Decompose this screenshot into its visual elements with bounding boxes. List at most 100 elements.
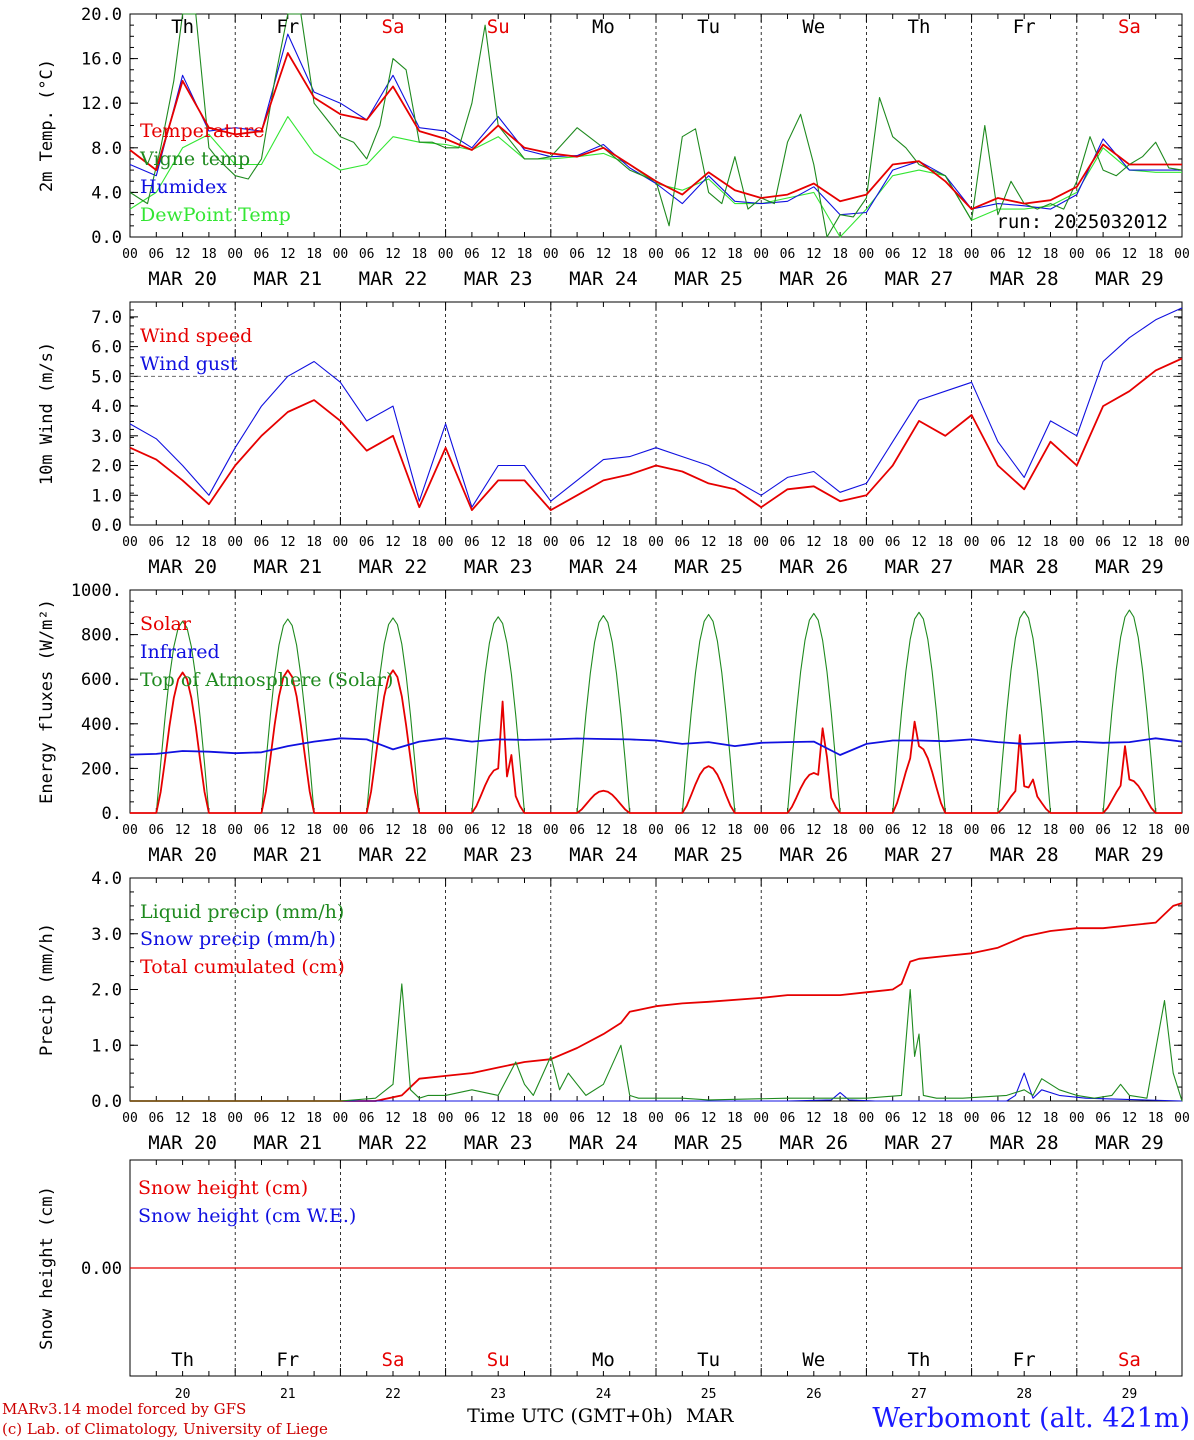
hour-tick-label: 00	[859, 823, 875, 838]
date-label: MAR 27	[885, 1132, 954, 1154]
hour-tick-label: 18	[622, 535, 638, 550]
hour-tick-label: 12	[175, 247, 191, 262]
hour-tick-label: 12	[385, 535, 401, 550]
hour-tick-label: 18	[937, 535, 953, 550]
hour-tick-label: 18	[1148, 535, 1164, 550]
hour-tick-label: 12	[911, 1111, 927, 1126]
hour-tick-label: 12	[175, 823, 191, 838]
hour-tick-label: 00	[964, 535, 980, 550]
y-tick-label: 600.	[81, 670, 122, 690]
hour-tick-label: 00	[122, 823, 138, 838]
hour-tick-label: 18	[1148, 1111, 1164, 1126]
y-axis-label: Precip (mm/h)	[37, 923, 57, 1056]
y-tick-label: 3.0	[91, 925, 122, 945]
legend-entry: Snow height (cm)	[138, 1177, 308, 1199]
hour-tick-label: 12	[1122, 1111, 1138, 1126]
date-label: MAR 22	[359, 556, 428, 578]
series-infrared	[129, 737, 1183, 756]
hour-tick-label: 18	[517, 823, 533, 838]
series-snow-precip-mm-h-	[130, 1072, 1183, 1102]
series-wind-gust	[129, 307, 1183, 508]
hour-tick-label: 00	[438, 247, 454, 262]
hour-tick-label: 06	[1095, 1111, 1111, 1126]
hour-tick-label: 06	[674, 823, 690, 838]
y-tick-label: 0.	[102, 804, 122, 824]
hour-tick-label: 00	[859, 1111, 875, 1126]
hour-tick-label: 06	[885, 535, 901, 550]
y-tick-label: 800.	[81, 626, 122, 646]
y-tick-label: 1.0	[91, 486, 122, 506]
panel-3: 0. 200. 400. 600. 800. 1000. Energy fluxes (W/…	[37, 581, 1190, 866]
panel-1: 0.0 4.0 8.0 12.0 16.0 20.0 2m Temp. (°C) Temper…	[37, 5, 1190, 290]
date-label: MAR 24	[569, 1132, 638, 1154]
hour-tick-label: 12	[1016, 247, 1032, 262]
date-label: MAR 29	[1095, 844, 1164, 866]
hour-tick-label: 00	[438, 823, 454, 838]
weekday-label: Su	[487, 1349, 510, 1371]
hour-tick-label: 06	[1095, 823, 1111, 838]
legend-entry: Snow precip (mm/h)	[140, 928, 336, 950]
hour-tick-label: 18	[201, 1111, 217, 1126]
hour-tick-label: 00	[1069, 823, 1085, 838]
hour-tick-label: 06	[780, 247, 796, 262]
hour-tick-label: 06	[254, 1111, 270, 1126]
date-label: MAR 29	[1095, 268, 1164, 290]
hour-tick-label: 18	[201, 535, 217, 550]
hour-tick-label: 06	[148, 535, 164, 550]
hour-tick-label: 18	[622, 1111, 638, 1126]
hour-tick-label: 06	[359, 1111, 375, 1126]
hour-tick-label: 06	[148, 1111, 164, 1126]
date-label: MAR 29	[1095, 556, 1164, 578]
hour-tick-label: 00	[648, 535, 664, 550]
y-tick-label: 4.0	[91, 869, 122, 889]
weekday-label: Fr	[276, 16, 299, 38]
hour-tick-label: 00	[1069, 1111, 1085, 1126]
weekday-label: Th	[908, 16, 931, 38]
hour-tick-label: 00	[1174, 247, 1190, 262]
hour-tick-label: 00	[333, 823, 349, 838]
station-title: Werbomont (alt. 421m)	[872, 1403, 1190, 1434]
hour-tick-label: 18	[832, 1111, 848, 1126]
hour-tick-label: 06	[1095, 535, 1111, 550]
date-label: MAR 25	[674, 1132, 743, 1154]
date-label: MAR 23	[464, 268, 533, 290]
hour-tick-label: 12	[806, 535, 822, 550]
date-label: MAR 25	[674, 556, 743, 578]
hour-tick-label: 00	[753, 247, 769, 262]
hour-tick-label: 06	[359, 247, 375, 262]
hour-tick-label: 18	[727, 823, 743, 838]
run-annotation: run: 2025032012	[996, 211, 1168, 233]
lab-credit: (c) Lab. of Climatology, University of L…	[2, 1420, 328, 1438]
hour-tick-label: 18	[832, 535, 848, 550]
hour-tick-label: 12	[385, 1111, 401, 1126]
hour-tick-label: 06	[569, 247, 585, 262]
hour-tick-label: 06	[885, 1111, 901, 1126]
hour-tick-label: 12	[280, 247, 296, 262]
hour-tick-label: 12	[175, 535, 191, 550]
weekday-label: Sa	[382, 16, 405, 38]
hour-tick-label: 00	[438, 535, 454, 550]
weekday-label: Fr	[1013, 16, 1036, 38]
panel-2: 0.0 1.0 2.0 3.0 4.0 5.0 6.0 7.0 10m Wind (m/s) Wi…	[37, 301, 1190, 578]
hour-tick-label: 12	[596, 823, 612, 838]
hour-tick-label: 06	[674, 247, 690, 262]
series-temperature	[129, 52, 1182, 211]
hour-tick-label: 00	[543, 535, 559, 550]
hour-tick-label: 12	[490, 823, 506, 838]
hour-tick-label: 18	[727, 1111, 743, 1126]
day-number-label: 24	[596, 1387, 612, 1402]
legend-entry: Liquid precip (mm/h)	[140, 901, 344, 923]
legend-entry: Vigne temp	[139, 148, 250, 170]
weekday-label: Tu	[697, 16, 720, 38]
y-tick-label: 0.0	[91, 516, 122, 536]
hour-tick-label: 12	[1122, 247, 1138, 262]
hour-tick-label: 06	[359, 535, 375, 550]
hour-tick-label: 06	[1095, 247, 1111, 262]
hour-tick-label: 18	[1043, 1111, 1059, 1126]
date-label: MAR 26	[779, 1132, 848, 1154]
date-label: MAR 26	[779, 844, 848, 866]
date-label: MAR 24	[569, 268, 638, 290]
series-total-cumulated-cm-	[130, 902, 1183, 1102]
weekday-label: Th	[171, 16, 194, 38]
hour-tick-label: 18	[411, 1111, 427, 1126]
